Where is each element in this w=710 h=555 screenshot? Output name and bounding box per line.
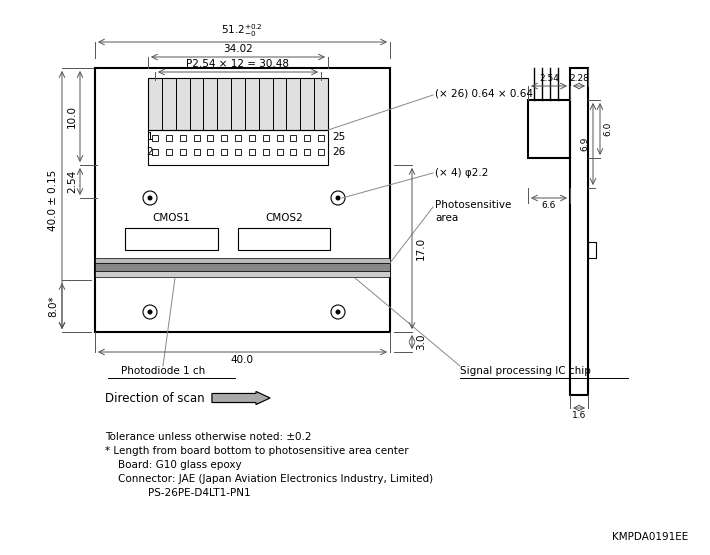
Bar: [318, 135, 324, 141]
Bar: [125, 228, 218, 250]
Text: 2: 2: [147, 147, 153, 157]
FancyArrow shape: [212, 391, 270, 405]
Text: * Length from board bottom to photosensitive area center: * Length from board bottom to photosensi…: [105, 446, 409, 456]
Bar: [304, 135, 310, 141]
Bar: [222, 149, 227, 155]
Bar: [588, 242, 596, 258]
Text: 6.6: 6.6: [542, 201, 556, 210]
Bar: [207, 149, 213, 155]
Bar: [235, 135, 241, 141]
Text: P2.54 × 12 = 30.48: P2.54 × 12 = 30.48: [187, 59, 290, 69]
Text: 34.02: 34.02: [223, 44, 253, 54]
Text: 6.9: 6.9: [580, 137, 589, 151]
Bar: [222, 135, 227, 141]
Text: (× 4) φ2.2: (× 4) φ2.2: [435, 168, 488, 178]
Bar: [207, 135, 213, 141]
Text: Photosensitive: Photosensitive: [435, 200, 511, 210]
Text: 40.0 ± 0.15: 40.0 ± 0.15: [48, 169, 58, 231]
Text: CMOS2: CMOS2: [265, 213, 303, 223]
Bar: [95, 271, 390, 277]
Text: Photodiode 1 ch: Photodiode 1 ch: [121, 366, 205, 376]
Text: Signal processing IC chip: Signal processing IC chip: [460, 366, 591, 376]
Bar: [166, 135, 172, 141]
Text: 25: 25: [332, 132, 345, 142]
Text: CMOS1: CMOS1: [152, 213, 190, 223]
Circle shape: [148, 310, 152, 314]
Bar: [152, 149, 158, 155]
Text: 3.0: 3.0: [416, 334, 426, 350]
Bar: [290, 149, 296, 155]
Text: 1: 1: [147, 132, 153, 142]
Bar: [95, 68, 390, 332]
Text: area: area: [435, 213, 458, 223]
Text: 6.0: 6.0: [603, 122, 612, 136]
Bar: [194, 149, 200, 155]
Bar: [180, 135, 186, 141]
Bar: [148, 130, 328, 165]
Bar: [95, 258, 390, 263]
Bar: [166, 149, 172, 155]
Text: 1.6: 1.6: [572, 411, 586, 420]
Bar: [528, 100, 570, 158]
Text: Board: G10 glass epoxy: Board: G10 glass epoxy: [118, 460, 241, 470]
Bar: [263, 135, 268, 141]
Text: Tolerance unless otherwise noted: ±0.2: Tolerance unless otherwise noted: ±0.2: [105, 432, 312, 442]
Text: 2.28: 2.28: [569, 74, 589, 83]
Bar: [235, 149, 241, 155]
Bar: [180, 149, 186, 155]
Text: Direction of scan: Direction of scan: [105, 391, 204, 405]
Bar: [263, 149, 268, 155]
Circle shape: [337, 196, 340, 200]
Text: 17.0: 17.0: [416, 236, 426, 260]
Bar: [152, 135, 158, 141]
Text: Connector: JAE (Japan Aviation Electronics Industry, Limited): Connector: JAE (Japan Aviation Electroni…: [118, 474, 433, 484]
Bar: [570, 68, 588, 395]
Text: 8.0*: 8.0*: [48, 295, 58, 317]
Text: $51.2^{+0.2}_{-0}$: $51.2^{+0.2}_{-0}$: [222, 22, 263, 39]
Bar: [95, 263, 390, 271]
Bar: [248, 149, 255, 155]
Bar: [304, 149, 310, 155]
Text: 26: 26: [332, 147, 345, 157]
Bar: [276, 135, 283, 141]
Text: 10.0: 10.0: [67, 104, 77, 128]
Bar: [248, 135, 255, 141]
Bar: [276, 149, 283, 155]
Text: 2.54: 2.54: [539, 74, 559, 83]
Bar: [194, 135, 200, 141]
Bar: [238, 228, 330, 250]
Circle shape: [337, 310, 340, 314]
Bar: [148, 78, 328, 130]
Text: (× 26) 0.64 × 0.64: (× 26) 0.64 × 0.64: [435, 88, 533, 98]
Text: 2.54: 2.54: [67, 169, 77, 193]
Text: 40.0: 40.0: [231, 355, 253, 365]
Text: KMPDA0191EE: KMPDA0191EE: [612, 532, 688, 542]
Circle shape: [148, 196, 152, 200]
Text: PS-26PE-D4LT1-PN1: PS-26PE-D4LT1-PN1: [148, 488, 251, 498]
Bar: [290, 135, 296, 141]
Bar: [318, 149, 324, 155]
